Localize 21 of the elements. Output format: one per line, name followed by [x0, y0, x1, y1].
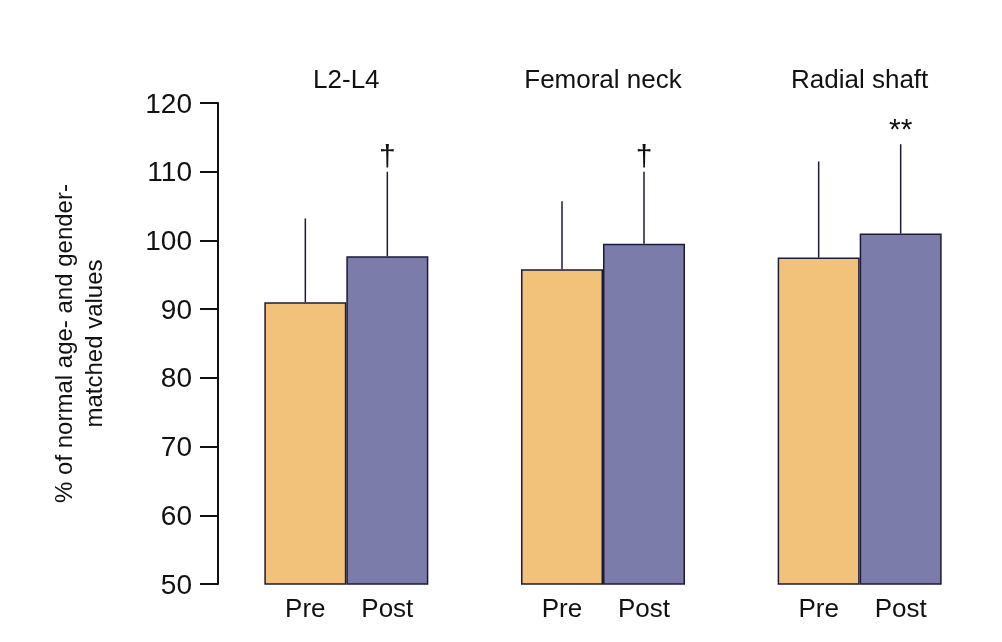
text: Post	[617, 592, 671, 623]
x-tick-label: L2-L4	[313, 64, 380, 94]
series-label: Post	[361, 592, 415, 623]
y-tick-label: 90	[160, 293, 192, 325]
annotation: †	[635, 139, 653, 173]
y-tick-label: 50	[160, 568, 192, 600]
y-axis-title: % of normal age- and gender- matched values	[49, 184, 107, 503]
text: Post	[874, 592, 927, 623]
x-tick-label: Radial shaft	[791, 64, 930, 94]
y-tick-label: 60	[160, 499, 192, 531]
annotation: †	[378, 139, 396, 173]
text: Pre	[541, 592, 583, 623]
y-tick-label: 110	[147, 156, 192, 188]
series-label: Pre	[285, 592, 326, 623]
y-tick-label: 70	[160, 431, 192, 463]
y-tick-label: 120	[145, 87, 192, 119]
y-tick-label: 100	[145, 224, 192, 256]
x-tick-label: Femoral neck	[524, 64, 683, 94]
text: Pre	[798, 592, 839, 623]
y-tick-label: 80	[160, 362, 192, 394]
annotation: **	[888, 111, 913, 145]
